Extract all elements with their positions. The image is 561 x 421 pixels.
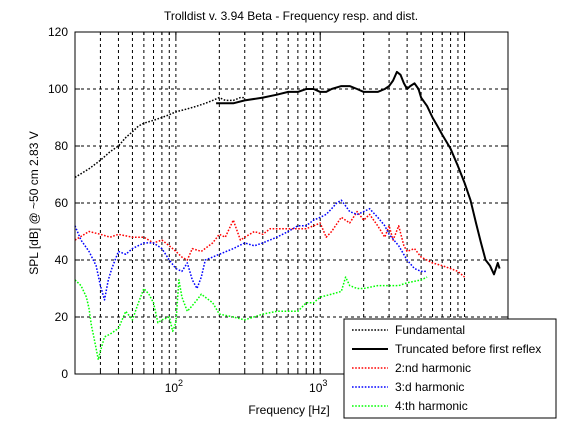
- y-axis-label: SPL [dB] @ ~50 cm 2.83 V: [27, 131, 41, 274]
- series-line-2: [216, 70, 501, 276]
- legend-label: Fundamental: [395, 323, 465, 337]
- grid-lines: [75, 32, 508, 374]
- x-tick-label: 102: [165, 378, 183, 395]
- series-line-3: [74, 210, 466, 278]
- legend-label: 2:nd harmonic: [395, 361, 471, 375]
- y-tick-label: 40: [55, 253, 69, 267]
- legend-label: Truncated before first reflex: [395, 342, 541, 356]
- y-tick-label: 60: [55, 196, 69, 210]
- legend: Fundamental Truncated before first reflex…: [343, 318, 557, 419]
- y-tick-label: 80: [55, 139, 69, 153]
- series-layer: [74, 70, 501, 361]
- y-tick-label: 0: [61, 367, 68, 381]
- chart-title: Trolldist v. 3.94 Beta - Frequency resp.…: [164, 9, 418, 23]
- x-axis-label: Frequency [Hz]: [248, 403, 329, 417]
- y-tick-label: 20: [55, 310, 69, 324]
- series-line-1: [74, 96, 245, 179]
- y-tick-label: 100: [48, 82, 68, 96]
- x-tick-label: 103: [309, 378, 327, 395]
- legend-label: 4:th harmonic: [395, 399, 468, 413]
- legend-label: 3:d harmonic: [395, 380, 464, 394]
- legend-box: [343, 318, 557, 419]
- y-tick-label: 120: [48, 25, 68, 39]
